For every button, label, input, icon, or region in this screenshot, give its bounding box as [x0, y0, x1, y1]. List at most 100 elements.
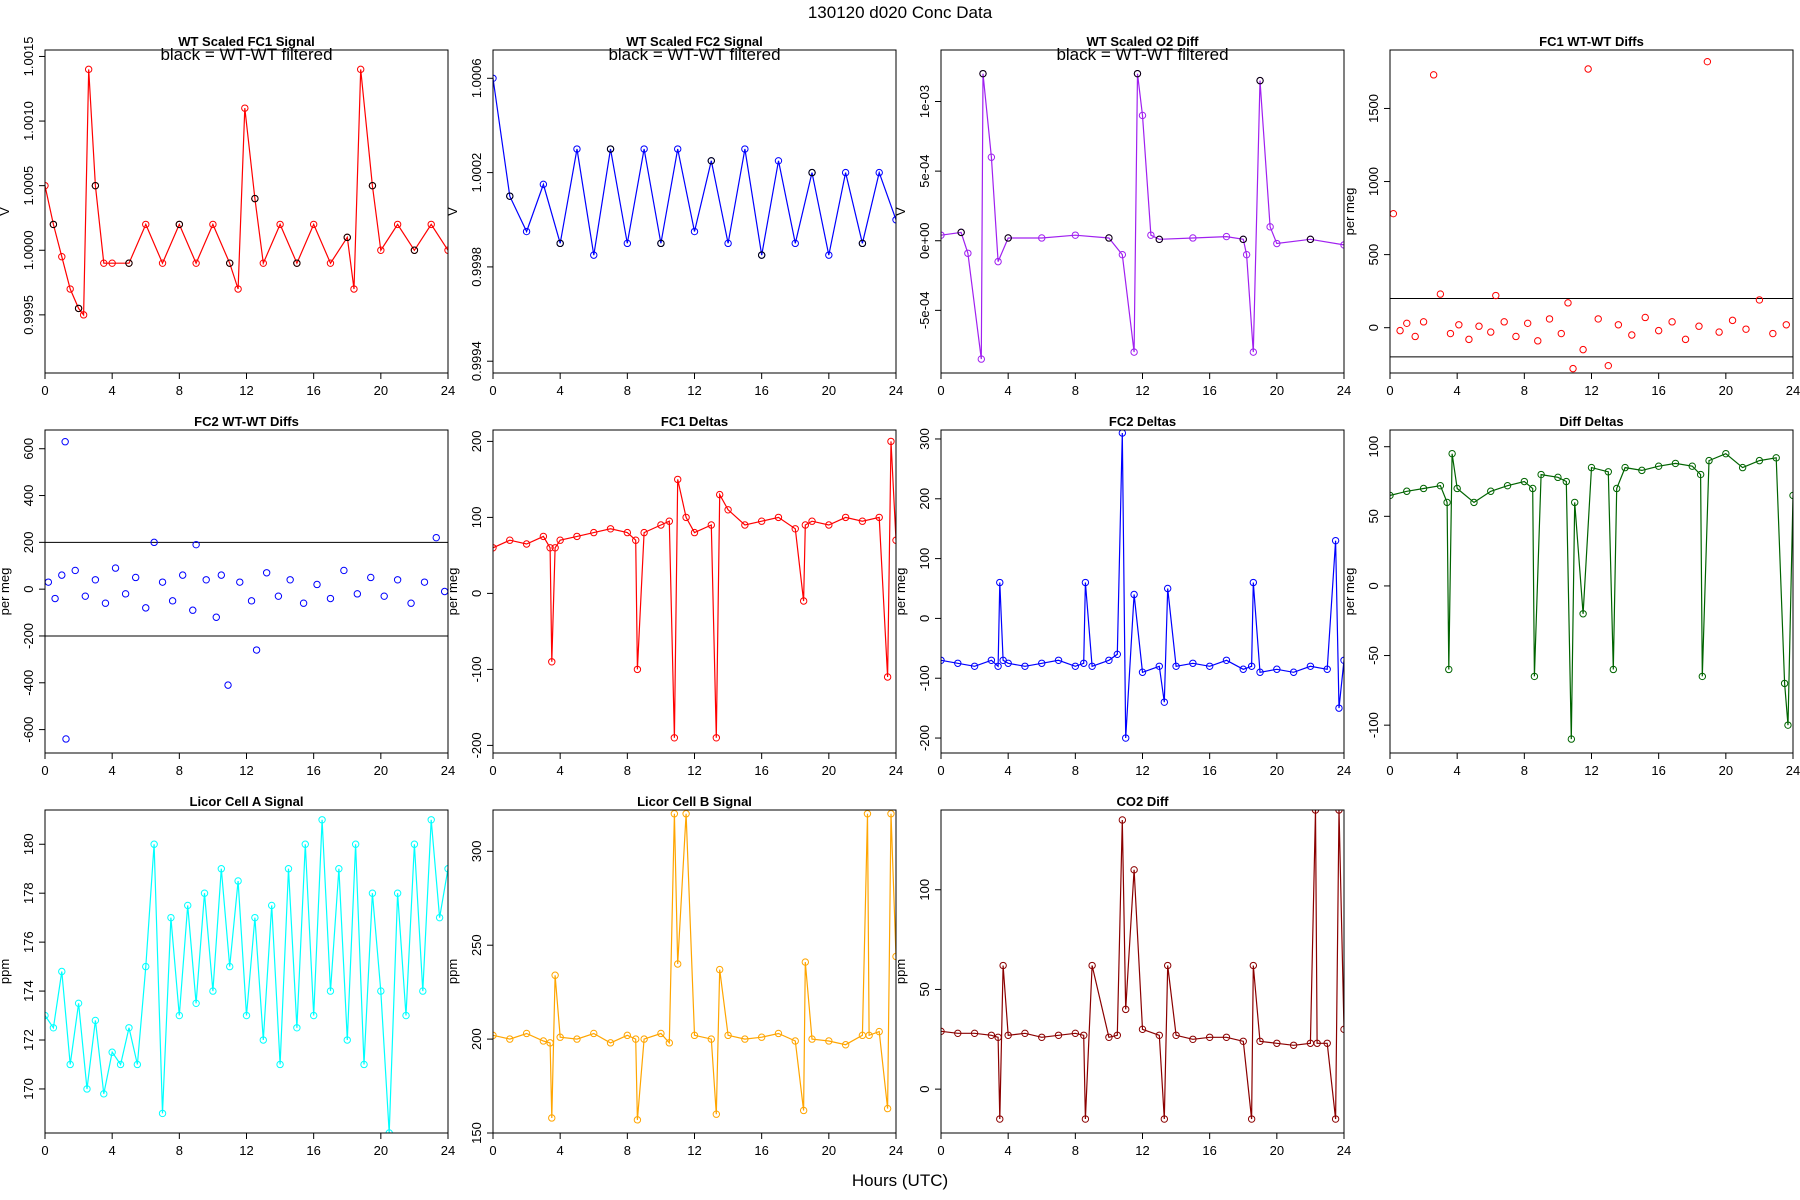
x-tick-label: 20 — [374, 1143, 388, 1158]
data-point — [101, 599, 110, 607]
data-point — [158, 259, 167, 267]
data-point — [353, 590, 362, 598]
data-point — [724, 1031, 732, 1040]
x-tick-label: 0 — [489, 383, 496, 398]
data-point — [1239, 1037, 1247, 1045]
data-point — [1436, 481, 1445, 490]
data-point — [435, 913, 444, 922]
series-line — [493, 441, 896, 738]
plot-area — [941, 69, 1344, 363]
x-tick-label: 16 — [754, 383, 768, 398]
data-point — [633, 1116, 642, 1124]
data-point — [1604, 468, 1612, 476]
data-point — [377, 246, 385, 254]
x-tick-label: 12 — [1135, 1143, 1149, 1158]
data-point — [142, 604, 150, 612]
data-point — [49, 1024, 58, 1032]
data-point — [242, 1011, 251, 1020]
panel-p11: CO2 Diff ppm 0 4 8 12 16 20 24 0 50 100 — [893, 794, 1351, 1158]
data-point — [200, 889, 209, 897]
y-tick-label: 1000 — [1366, 167, 1381, 196]
data-point — [670, 810, 679, 818]
data-point — [121, 590, 130, 598]
data-point — [1780, 679, 1789, 688]
data-point — [299, 599, 308, 607]
data-point — [131, 573, 140, 582]
data-point — [419, 987, 427, 995]
data-point — [1247, 1115, 1256, 1123]
plot-area — [493, 74, 896, 259]
data-point — [791, 1037, 799, 1045]
data-point — [234, 285, 242, 293]
data-point — [1138, 1025, 1147, 1034]
x-tick-label: 16 — [1651, 383, 1665, 398]
data-point — [1784, 721, 1792, 729]
panel-p6: FC1 Deltas per meg 0 4 8 12 16 20 24 -200 -100 0 100… — [445, 414, 903, 778]
y-tick-label: 50 — [917, 982, 932, 996]
data-point — [887, 437, 895, 446]
data-point — [546, 1039, 554, 1047]
data-point — [1688, 462, 1696, 470]
data-point — [1529, 484, 1537, 493]
x-tick-label: 4 — [1005, 1143, 1012, 1158]
data-point — [1487, 487, 1495, 495]
data-point — [1742, 325, 1750, 333]
y-tick-label: 178 — [21, 882, 36, 904]
y-tick-label: 1.0002 — [469, 153, 484, 193]
filtered-point — [1239, 235, 1247, 244]
filtered-point — [1256, 76, 1264, 85]
data-point — [1071, 231, 1080, 239]
data-point — [1138, 111, 1147, 120]
data-point — [590, 528, 598, 537]
y-tick-label: 1.0006 — [469, 58, 484, 98]
data-point — [682, 513, 690, 522]
plot-area — [1390, 57, 1793, 373]
x-tick-label: 8 — [176, 1143, 183, 1158]
data-point — [1105, 1033, 1113, 1041]
x-tick-label: 12 — [1135, 383, 1149, 398]
y-tick-label: 0 — [1366, 582, 1381, 589]
data-point — [825, 1037, 833, 1045]
x-tick-label: 20 — [822, 1143, 836, 1158]
data-point — [350, 285, 358, 293]
panel-p4: FC1 WT-WT Diffs per meg 0 4 8 12 16 20 24 0 500 100… — [1342, 34, 1800, 398]
data-point — [84, 65, 93, 74]
data-point — [1080, 1031, 1088, 1040]
data-point — [45, 1011, 49, 1020]
data-point — [1681, 335, 1690, 344]
data-point — [1088, 662, 1096, 670]
filtered-point — [1133, 69, 1142, 78]
data-point — [1163, 584, 1172, 593]
data-point — [774, 157, 783, 165]
data-point — [715, 490, 724, 499]
data-point — [58, 253, 66, 261]
plot-frame — [940, 429, 1345, 754]
data-point — [1698, 672, 1707, 681]
data-point — [741, 1035, 749, 1043]
data-point — [887, 810, 895, 818]
plot-frame — [940, 809, 1345, 1134]
data-point — [427, 816, 435, 824]
y-tick-label: 100 — [469, 507, 484, 529]
data-point — [1654, 462, 1663, 470]
series-line — [45, 69, 448, 317]
data-point — [1500, 318, 1508, 326]
x-tick-label: 8 — [624, 383, 631, 398]
filtered-point — [91, 181, 100, 190]
data-point — [1239, 665, 1247, 673]
data-point — [724, 239, 732, 248]
data-point — [941, 231, 945, 239]
series-line — [493, 78, 896, 256]
y-tick-label: 0.9995 — [21, 295, 36, 335]
data-point — [142, 220, 150, 229]
y-axis-label: per meg — [1342, 188, 1357, 236]
y-tick-label: 600 — [21, 438, 36, 460]
y-tick-label: 400 — [21, 485, 36, 507]
data-point — [212, 613, 220, 621]
data-point — [1722, 449, 1730, 458]
y-axis-label: per meg — [445, 568, 460, 616]
panel-title: FC1 Deltas — [661, 414, 728, 429]
data-point — [66, 1060, 74, 1069]
